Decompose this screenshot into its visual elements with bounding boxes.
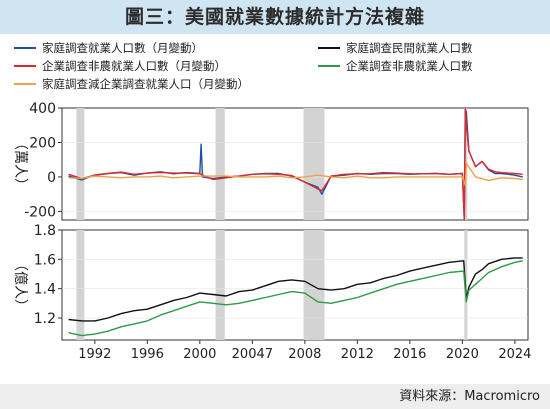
plot-frame xyxy=(61,229,529,341)
legend-item-household-civilian: 家庭調查民間就業人口數 xyxy=(318,40,473,56)
chart-panel-bottom: 1.8 1.6 1.4 1.2 （億人） 1992 1996 2000 20047 2008 201… xyxy=(12,223,531,362)
y-tick-label: 1.8 xyxy=(34,223,56,239)
legend-swatch xyxy=(14,82,36,85)
series-line-monthly-change xyxy=(68,162,523,187)
legend-item-nonfarm-level: 企業調查非農就業人口數 xyxy=(318,58,473,74)
recession-band xyxy=(215,230,225,340)
source-text: 資料來源：Macromicro xyxy=(399,389,540,404)
legend-item-household-change: 家庭調查就業人口數（月變動） xyxy=(14,40,203,56)
y-tick-label: 400 xyxy=(29,101,56,117)
y-tick-label: 1.6 xyxy=(34,252,56,268)
series-line-employment-level xyxy=(68,260,523,337)
recession-band xyxy=(303,230,325,340)
recession-band xyxy=(215,108,225,220)
y-axis-label: （萬人） xyxy=(12,136,28,192)
plot-frame xyxy=(61,107,529,221)
legend-item-difference-change: 家庭調查減企業調查就業人口（月變動） xyxy=(14,76,249,92)
x-tick-label: 1992 xyxy=(78,347,111,362)
legend-label: 家庭調查減企業調查就業人口（月變動） xyxy=(42,77,249,91)
x-tick-label: 2012 xyxy=(341,347,374,362)
x-tick-label: 2000 xyxy=(183,347,216,362)
x-tick-label: 2016 xyxy=(393,347,426,362)
chart-panel-top: 400 200 0 -200 （萬人） xyxy=(12,101,529,221)
x-tick-label: 20047 xyxy=(232,347,273,362)
recession-band xyxy=(76,108,85,220)
y-tick-label: 1.4 xyxy=(34,282,56,298)
legend-label: 家庭調查就業人口數（月變動） xyxy=(42,41,203,55)
y-tick-label: 1.2 xyxy=(34,311,56,327)
y-tick-label: 200 xyxy=(29,135,56,151)
legend-item-nonfarm-change: 企業調查非農就業人口數（月變動） xyxy=(14,58,226,74)
recession-band xyxy=(303,108,325,220)
legend-swatch xyxy=(318,64,340,67)
x-tick-label: 2020 xyxy=(446,347,479,362)
x-tick-label: 2024 xyxy=(498,347,531,362)
y-tick-label: 0 xyxy=(47,170,56,186)
legend-swatch xyxy=(14,46,36,49)
y-axis-label: （億人） xyxy=(12,257,28,313)
legend-label: 家庭調查民間就業人口數 xyxy=(346,41,473,55)
legend-swatch xyxy=(318,46,340,49)
legend-label: 企業調查非農就業人口數（月變動） xyxy=(42,59,226,73)
y-tick-label: -200 xyxy=(24,204,56,220)
legend-label: 企業調查非農就業人口數 xyxy=(346,59,473,73)
series-line-monthly-change xyxy=(68,107,523,221)
chart-area: 400 200 0 -200 （萬人） 1.8 1.6 1.4 1.2 （億人） 1992 1996… xyxy=(0,100,550,382)
recession-band xyxy=(76,230,85,340)
legend-swatch xyxy=(14,64,36,67)
source-bar: 資料來源：Macromicro xyxy=(0,384,550,409)
x-tick-label: 2008 xyxy=(288,347,321,362)
page-title: 圖三：美國就業數據統計方法複雜 xyxy=(124,6,425,28)
title-bar xyxy=(0,0,550,34)
x-tick-label: 1996 xyxy=(131,347,164,362)
legend: 家庭調查就業人口數（月變動） 家庭調查民間就業人口數 企業調查非農就業人口數（月… xyxy=(0,38,550,100)
